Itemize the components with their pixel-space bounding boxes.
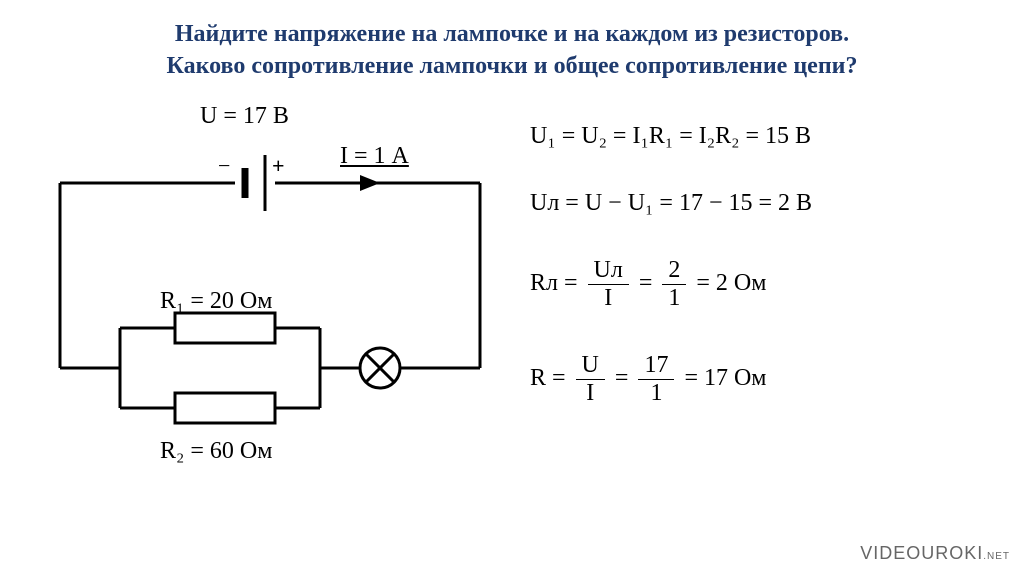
- voltage-label: U = 17 В: [200, 103, 289, 130]
- r-lhs: R =: [530, 365, 566, 391]
- rl-frac2: 2 1: [662, 257, 686, 312]
- battery-minus: −: [218, 153, 230, 178]
- formula-u1u2: U₁ = U₂ = I₁R₁ = I₂R₂ = 15 В: [530, 123, 994, 150]
- rl-lhs: Rл =: [530, 270, 578, 296]
- title-line-1: Найдите напряжение на лампочке и на кажд…: [40, 18, 984, 50]
- formula-r: R = U I = 17 1 = 17 Ом: [530, 352, 994, 407]
- r-rhs: = 17 Ом: [684, 365, 766, 391]
- formula-rl: Rл = Uл I = 2 1 = 2 Ом: [530, 257, 994, 312]
- watermark-suffix: .NET: [983, 551, 1010, 562]
- problem-title: Найдите напряжение на лампочке и на кажд…: [0, 0, 1024, 83]
- content-area: U = 17 В I = 1 А: [0, 83, 1024, 447]
- rl-rhs: = 2 Ом: [696, 270, 766, 296]
- circuit-panel: U = 17 В I = 1 А: [30, 103, 510, 447]
- r-frac2: 17 1: [638, 352, 674, 407]
- r1-label: R₁ = 20 Ом: [160, 288, 272, 315]
- rl-frac1: Uл I: [588, 257, 629, 312]
- rl-mid: =: [639, 270, 653, 296]
- watermark-text: VIDEOUROKI: [860, 543, 983, 563]
- battery-plus: +: [272, 153, 285, 178]
- formula-ul: Uл = U − U₁ = 17 − 15 = 2 В: [530, 190, 994, 217]
- title-line-2: Каково сопротивление лампочки и общее со…: [40, 50, 984, 82]
- watermark: VIDEOUROKI.NET: [860, 543, 1010, 564]
- r-mid: =: [615, 365, 629, 391]
- solution-panel: U₁ = U₂ = I₁R₁ = I₂R₂ = 15 В Uл = U − U₁…: [510, 103, 994, 447]
- r-frac1: U I: [576, 352, 605, 407]
- r2-label: R₂ = 60 Ом: [160, 438, 272, 465]
